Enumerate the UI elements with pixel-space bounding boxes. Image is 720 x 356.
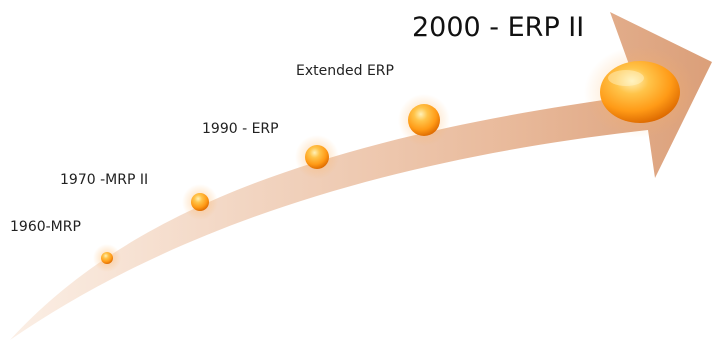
milestone-node-extended-erp	[398, 94, 450, 146]
milestone-label-1990: 1990 - ERP	[202, 121, 279, 137]
arrow-body	[10, 12, 712, 340]
milestone-label-2000: 2000 - ERP II	[412, 12, 585, 43]
milestone-node-1960	[93, 244, 121, 272]
milestone-label-1970: 1970 -MRP II	[60, 172, 149, 188]
milestone-node-2000	[584, 46, 696, 138]
milestone-node-1990	[295, 135, 339, 179]
milestone-label-extended-erp: Extended ERP	[296, 63, 394, 79]
milestone-node-1970	[182, 184, 218, 220]
milestone-label-1960: 1960-MRP	[10, 219, 81, 235]
